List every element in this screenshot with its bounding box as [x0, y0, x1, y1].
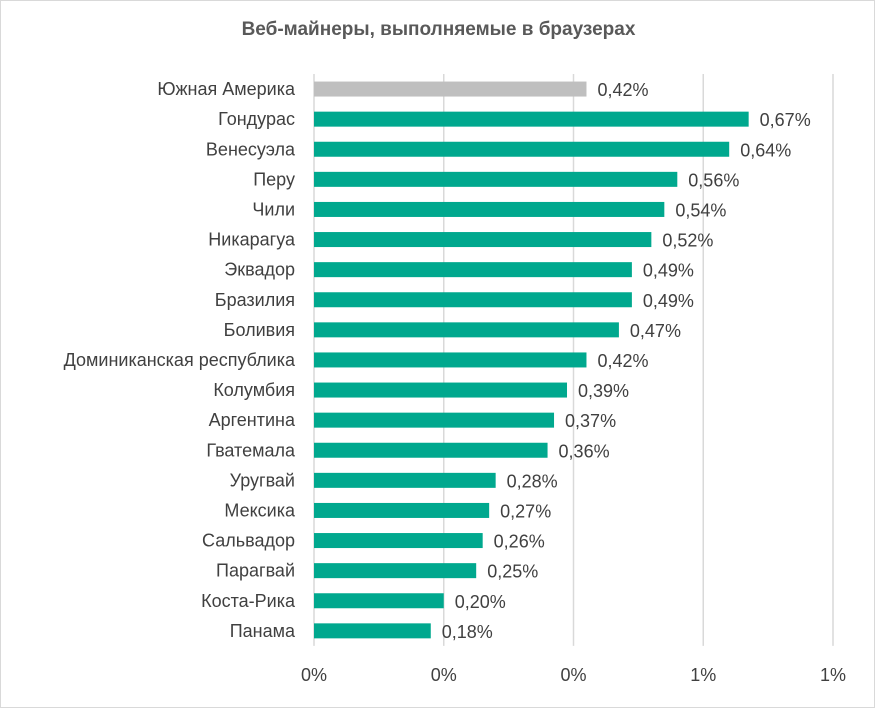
bar [314, 171, 678, 187]
data-label: 0,54% [675, 200, 726, 220]
data-label: 0,27% [500, 501, 551, 521]
bar [314, 322, 619, 338]
bar [314, 232, 652, 248]
data-label: 0,20% [455, 592, 506, 612]
x-tick-label: 1% [690, 665, 716, 685]
bar [314, 201, 665, 217]
data-label: 0,18% [442, 622, 493, 642]
bar [314, 623, 431, 639]
bar [314, 292, 632, 308]
bar [314, 502, 490, 518]
bar [314, 141, 730, 157]
bar [314, 111, 749, 127]
bar [314, 563, 477, 579]
category-label: Панама [230, 621, 296, 641]
category-label: Бразилия [215, 290, 295, 310]
x-tick-label: 1% [820, 665, 846, 685]
data-label: 0,25% [487, 562, 538, 582]
bar [314, 262, 632, 278]
category-label: Аргентина [209, 410, 296, 430]
data-label: 0,39% [578, 381, 629, 401]
bar [314, 472, 496, 488]
data-label: 0,28% [507, 471, 558, 491]
data-label: 0,64% [740, 140, 791, 160]
category-label: Коста-Рика [201, 591, 296, 611]
category-label: Перу [253, 169, 295, 189]
category-label: Сальвадор [202, 531, 295, 551]
data-label: 0,49% [643, 261, 694, 281]
category-label: Боливия [224, 320, 295, 340]
data-label: 0,56% [688, 170, 739, 190]
category-label: Южная Америка [157, 79, 296, 99]
x-tick-label: 0% [431, 665, 457, 685]
category-label: Никарагуа [208, 230, 296, 250]
category-label: Уругвай [230, 470, 295, 490]
bar [314, 412, 555, 428]
bar [314, 593, 444, 609]
data-label: 0,26% [494, 532, 545, 552]
data-label: 0,37% [565, 411, 616, 431]
bar [314, 533, 483, 549]
data-label: 0,36% [559, 441, 610, 461]
category-label: Эквадор [224, 260, 295, 280]
data-label: 0,42% [597, 80, 648, 100]
category-label: Колумбия [213, 380, 295, 400]
category-label: Венесуэла [206, 139, 296, 159]
category-label: Гондурас [218, 109, 295, 129]
data-label: 0,67% [760, 110, 811, 130]
category-label: Мексика [224, 500, 296, 520]
x-tick-label: 0% [301, 665, 327, 685]
data-label: 0,47% [630, 321, 681, 341]
category-label: Чили [252, 199, 295, 219]
bar [314, 442, 548, 458]
bar [314, 81, 587, 97]
data-label: 0,42% [597, 351, 648, 371]
category-label: Доминиканская республика [64, 350, 296, 370]
category-label: Гватемала [206, 440, 296, 460]
data-label: 0,52% [662, 231, 713, 251]
data-label: 0,49% [643, 291, 694, 311]
category-label: Парагвай [216, 561, 295, 581]
bar [314, 382, 568, 398]
chart-title: Веб-майнеры, выполняемые в браузерах [241, 19, 636, 40]
x-tick-label: 0% [560, 665, 586, 685]
bar [314, 352, 587, 368]
